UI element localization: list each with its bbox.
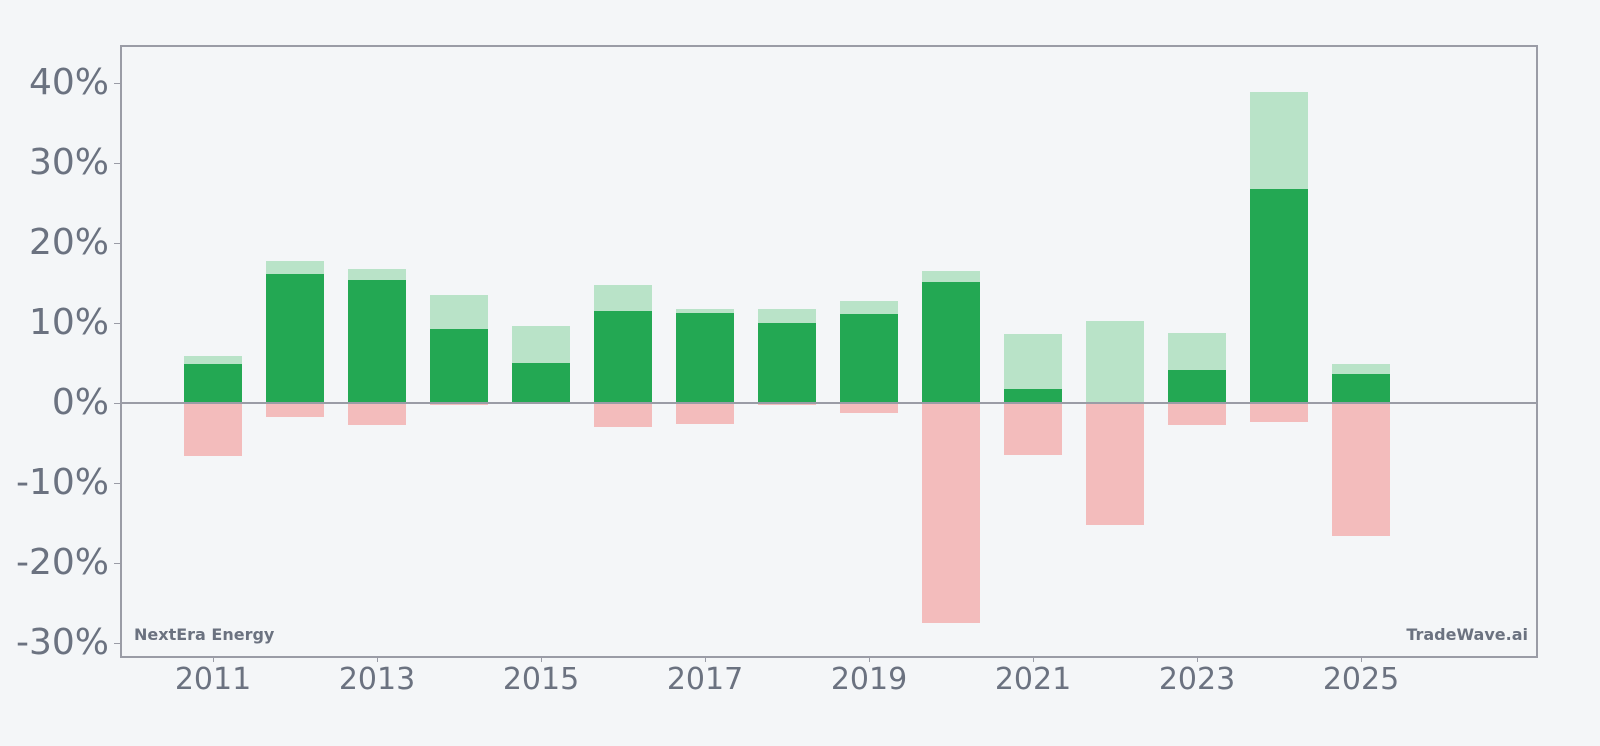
- bar-close-2020: [922, 282, 980, 403]
- bar-low-2016: [594, 403, 652, 427]
- bar-low-2021: [1004, 403, 1062, 455]
- bar-close-2017: [676, 312, 734, 403]
- bar-low-2013: [348, 403, 406, 426]
- y-tick: [114, 163, 120, 164]
- bar-high-2022: [1086, 321, 1144, 403]
- y-tick: [114, 563, 120, 564]
- bar-close-2014: [430, 329, 488, 403]
- x-tick-label: 2025: [1322, 662, 1400, 697]
- x-tick: [213, 656, 214, 662]
- x-tick-label: 2015: [502, 662, 580, 697]
- x-tick: [1361, 656, 1362, 662]
- x-tick: [705, 656, 706, 662]
- x-tick: [1033, 656, 1034, 662]
- y-tick-label: -30%: [15, 622, 109, 663]
- y-tick-label: -10%: [15, 462, 109, 503]
- bar-close-2018: [758, 323, 816, 403]
- x-tick-label: 2017: [666, 662, 744, 697]
- bar-low-2025: [1332, 403, 1390, 536]
- bar-low-2020: [922, 403, 980, 623]
- bar-close-2019: [840, 314, 898, 403]
- bar-close-2025: [1332, 374, 1390, 403]
- company-name-label: NextEra Energy: [134, 625, 275, 644]
- bar-low-2023: [1168, 403, 1226, 425]
- y-tick: [114, 483, 120, 484]
- bar-close-2013: [348, 279, 406, 403]
- y-tick-label: 0%: [51, 382, 109, 423]
- x-tick: [541, 656, 542, 662]
- y-tick-label: 20%: [28, 222, 109, 263]
- x-tick-label: 2019: [830, 662, 908, 697]
- x-tick: [869, 656, 870, 662]
- bar-close-2015: [512, 363, 570, 403]
- y-tick: [114, 323, 120, 324]
- y-tick-label: 30%: [28, 142, 109, 183]
- bar-close-2021: [1004, 388, 1062, 403]
- brand-watermark: TradeWave.ai: [1406, 625, 1528, 644]
- y-tick-label: 10%: [28, 302, 109, 343]
- y-tick: [114, 83, 120, 84]
- y-tick: [114, 243, 120, 244]
- y-tick: [114, 643, 120, 644]
- x-tick: [1197, 656, 1198, 662]
- bar-low-2014: [430, 403, 488, 406]
- x-tick-label: 2011: [174, 662, 252, 697]
- y-tick-label: -20%: [15, 542, 109, 583]
- y-tick-label: 40%: [28, 62, 109, 103]
- bar-close-2023: [1168, 370, 1226, 403]
- x-tick-label: 2021: [994, 662, 1072, 697]
- x-tick: [377, 656, 378, 662]
- bar-close-2011: [184, 363, 242, 403]
- bar-low-2022: [1086, 403, 1144, 525]
- bar-close-2016: [594, 311, 652, 403]
- x-tick-label: 2013: [338, 662, 416, 697]
- bar-low-2011: [184, 403, 242, 456]
- bar-low-2024: [1250, 403, 1308, 423]
- x-tick-label: 2023: [1158, 662, 1236, 697]
- bar-low-2017: [676, 403, 734, 424]
- bar-low-2012: [266, 403, 324, 417]
- y-tick: [114, 403, 120, 404]
- bar-close-2012: [266, 274, 324, 403]
- bar-low-2019: [840, 403, 898, 413]
- zero-baseline: [120, 402, 1536, 404]
- bar-close-2024: [1250, 188, 1308, 403]
- plot-frame: [120, 45, 1538, 658]
